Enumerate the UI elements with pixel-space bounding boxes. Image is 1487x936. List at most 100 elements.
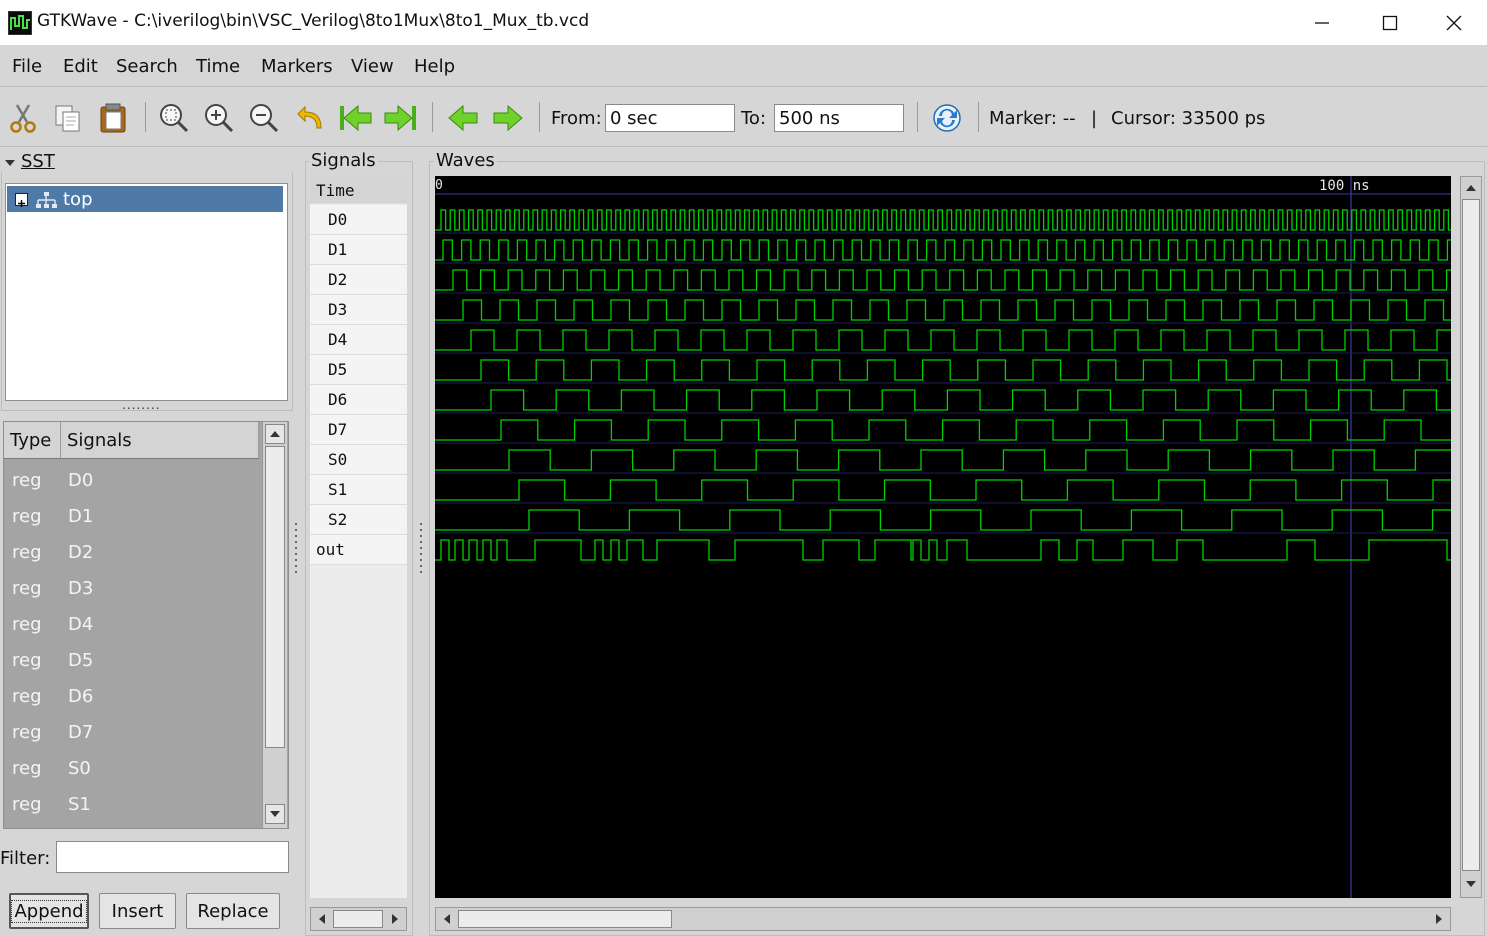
cursor-readout: Cursor: 33500 ps (1111, 108, 1266, 129)
paste-icon[interactable] (97, 102, 129, 134)
scroll-right-icon[interactable] (386, 910, 404, 928)
signal-list-scrollbar[interactable] (262, 422, 287, 828)
scroll-thumb[interactable] (458, 910, 672, 928)
row-signal: D0 (68, 470, 94, 491)
column-header-signals[interactable]: Signals (61, 422, 259, 459)
pane-resize-handle[interactable]: ........ (122, 398, 161, 412)
signal-list-row[interactable]: reg D0 (4, 462, 258, 498)
signal-name[interactable]: D0 (310, 205, 407, 235)
signal-list-row[interactable]: reg S1 (4, 786, 258, 822)
menu-file[interactable]: File (12, 56, 43, 77)
scroll-thumb[interactable] (1462, 199, 1480, 871)
toolbar-separator (539, 102, 540, 132)
row-signal: D2 (68, 542, 94, 563)
row-signal: D4 (68, 614, 94, 635)
scroll-right-icon[interactable] (1430, 910, 1448, 928)
sst-title[interactable]: SST (21, 151, 55, 172)
signal-name[interactable]: D3 (310, 295, 407, 325)
menu-help[interactable]: Help (414, 56, 456, 77)
row-type: reg (12, 758, 42, 779)
from-input[interactable]: 0 sec (605, 104, 735, 132)
column-header-type[interactable]: Type (4, 422, 61, 459)
scroll-thumb[interactable] (333, 910, 383, 928)
to-input[interactable]: 500 ns (774, 104, 904, 132)
zoom-in-icon[interactable] (203, 102, 235, 134)
signal-name[interactable]: D6 (310, 385, 407, 415)
copy-icon[interactable] (52, 102, 84, 134)
scroll-left-icon[interactable] (438, 910, 456, 928)
menu-view[interactable]: View (351, 56, 394, 77)
scroll-up-icon[interactable] (265, 424, 285, 444)
signal-name[interactable]: D2 (310, 265, 407, 295)
signal-list-row[interactable]: reg D1 (4, 498, 258, 534)
sst-expander-icon[interactable] (4, 154, 16, 174)
scroll-down-icon[interactable] (1462, 875, 1480, 893)
zoom-out-icon[interactable] (248, 102, 280, 134)
row-type: reg (12, 470, 42, 491)
zoom-fit-icon[interactable] (158, 102, 190, 134)
menu-markers[interactable]: Markers (261, 56, 333, 77)
signal-list-row[interactable]: reg D5 (4, 642, 258, 678)
expand-icon[interactable] (15, 193, 28, 207)
toolbar-separator (145, 102, 146, 132)
signal-name[interactable]: D4 (310, 325, 407, 355)
menu-edit[interactable]: Edit (63, 56, 98, 77)
undo-zoom-icon[interactable] (295, 102, 327, 134)
signal-list: Type Signals reg D0 reg D1 reg D2 reg D3 reg… (3, 421, 289, 829)
cut-icon[interactable] (7, 102, 39, 134)
signal-list-row[interactable]: reg D7 (4, 714, 258, 750)
to-label: To: (741, 108, 767, 129)
row-signal: S0 (68, 758, 91, 779)
signal-list-row[interactable]: reg D6 (4, 678, 258, 714)
zoom-end-icon[interactable] (382, 102, 418, 134)
signal-name[interactable]: D7 (310, 415, 407, 445)
scroll-down-icon[interactable] (265, 804, 285, 824)
tree-row-top[interactable]: top (7, 186, 283, 212)
reload-icon[interactable] (931, 102, 963, 134)
zoom-start-icon[interactable] (338, 102, 374, 134)
prev-edge-icon[interactable] (447, 102, 479, 134)
replace-button[interactable]: Replace (186, 893, 280, 929)
signal-name[interactable]: S0 (310, 445, 407, 475)
toolbar-separator (432, 102, 433, 132)
readout-divider: | (1091, 108, 1098, 129)
scroll-thumb[interactable] (265, 446, 285, 748)
sst-tree[interactable] (5, 183, 288, 401)
waves-title: Waves (434, 150, 497, 171)
pane-divider-handle[interactable] (293, 520, 299, 576)
signals-hscrollbar[interactable] (310, 907, 407, 931)
signal-list-row[interactable]: reg D3 (4, 570, 258, 606)
menu-search[interactable]: Search (116, 56, 178, 77)
signal-name[interactable]: D1 (310, 235, 407, 265)
maximize-button[interactable] (1357, 0, 1423, 45)
append-button[interactable]: Append (9, 893, 89, 929)
signal-time[interactable]: Time (310, 176, 407, 204)
signal-name[interactable]: out (310, 535, 407, 565)
row-type: reg (12, 722, 42, 743)
signal-name[interactable]: S1 (310, 475, 407, 505)
menu-time[interactable]: Time (196, 56, 241, 77)
scroll-up-icon[interactable] (1462, 179, 1480, 197)
waves-hscrollbar[interactable] (435, 907, 1451, 931)
minimize-button[interactable] (1289, 0, 1355, 45)
waves-vscrollbar[interactable] (1460, 176, 1482, 898)
gtkwave-app-icon (8, 11, 32, 35)
next-edge-icon[interactable] (492, 102, 524, 134)
pane-divider-handle[interactable] (418, 520, 424, 576)
row-signal: D3 (68, 578, 94, 599)
waveform-trace-d1 (435, 239, 1451, 261)
insert-button[interactable]: Insert (99, 893, 176, 929)
signal-list-row[interactable]: reg D2 (4, 534, 258, 570)
hierarchy-icon (34, 191, 58, 214)
waveform-trace-d7 (435, 419, 1451, 441)
signal-name[interactable]: D5 (310, 355, 407, 385)
signal-name[interactable]: S2 (310, 505, 407, 535)
signal-list-row[interactable]: reg S0 (4, 750, 258, 786)
waveform-trace-s2 (435, 509, 1451, 531)
filter-input[interactable] (56, 841, 289, 873)
marker-readout: Marker: -- (989, 108, 1076, 129)
close-button[interactable] (1421, 0, 1487, 45)
scroll-left-icon[interactable] (313, 910, 331, 928)
signal-list-row[interactable]: reg D4 (4, 606, 258, 642)
waveform-canvas[interactable]: 0 100 ns (435, 176, 1451, 898)
